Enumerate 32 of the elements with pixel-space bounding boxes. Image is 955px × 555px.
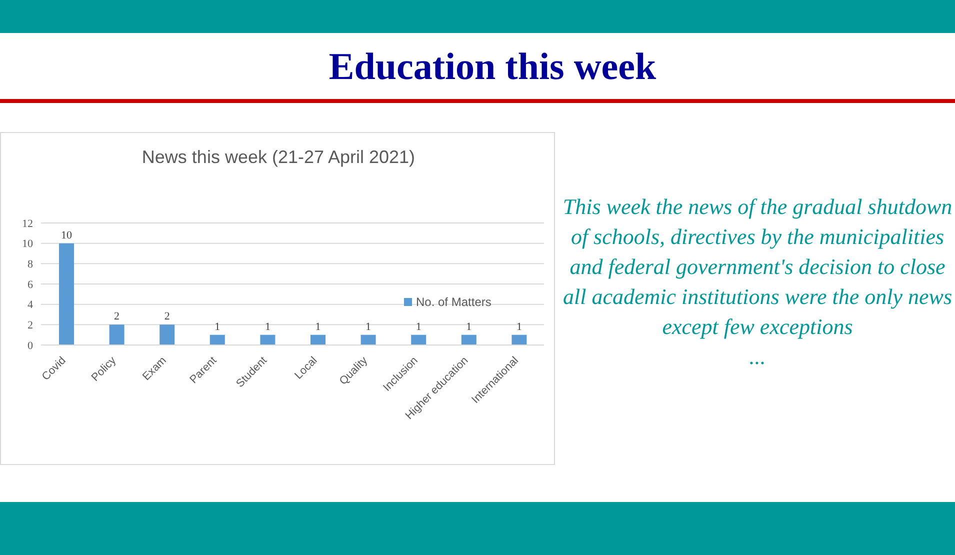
bar: [109, 324, 124, 345]
data-label: 1: [416, 320, 422, 333]
bar: [512, 334, 527, 345]
bar: [260, 334, 276, 345]
bar: [461, 334, 476, 345]
bar: [160, 324, 175, 345]
y-tick-label: 10: [22, 238, 34, 250]
bar: [411, 334, 426, 345]
y-tick-label: 0: [28, 340, 34, 352]
bar: [310, 334, 326, 345]
text: This week the news of the gradual shutdown of schools, directives by the municipalities and federal government's decision to close all academic institutions were the only news except few exceptions: [562, 193, 954, 341]
legend-label: No. of Matters: [416, 295, 492, 309]
data-label: 1: [516, 320, 522, 333]
y-tick-label: 2: [28, 320, 33, 332]
data-label: 1: [315, 320, 321, 333]
data-label: 2: [114, 310, 120, 323]
data-label: 1: [466, 320, 472, 333]
y-tick-label: 12: [22, 218, 33, 230]
data-label: 1: [366, 320, 372, 333]
text: ...: [748, 343, 767, 371]
y-tick-label: 6: [28, 278, 34, 291]
chart-subtitle: News this week (21-27 April 2021): [140, 147, 416, 168]
chart-title: Education this week: [328, 45, 658, 89]
bar: [59, 243, 74, 345]
data-label: 1: [214, 320, 220, 333]
data-label: 1: [264, 320, 270, 333]
y-tick-label: 8: [28, 258, 34, 271]
data-label: 10: [61, 229, 72, 242]
y-tick-label: 4: [28, 299, 34, 312]
bar: [360, 334, 376, 345]
bar: [210, 334, 225, 345]
data-label: 2: [164, 310, 170, 323]
